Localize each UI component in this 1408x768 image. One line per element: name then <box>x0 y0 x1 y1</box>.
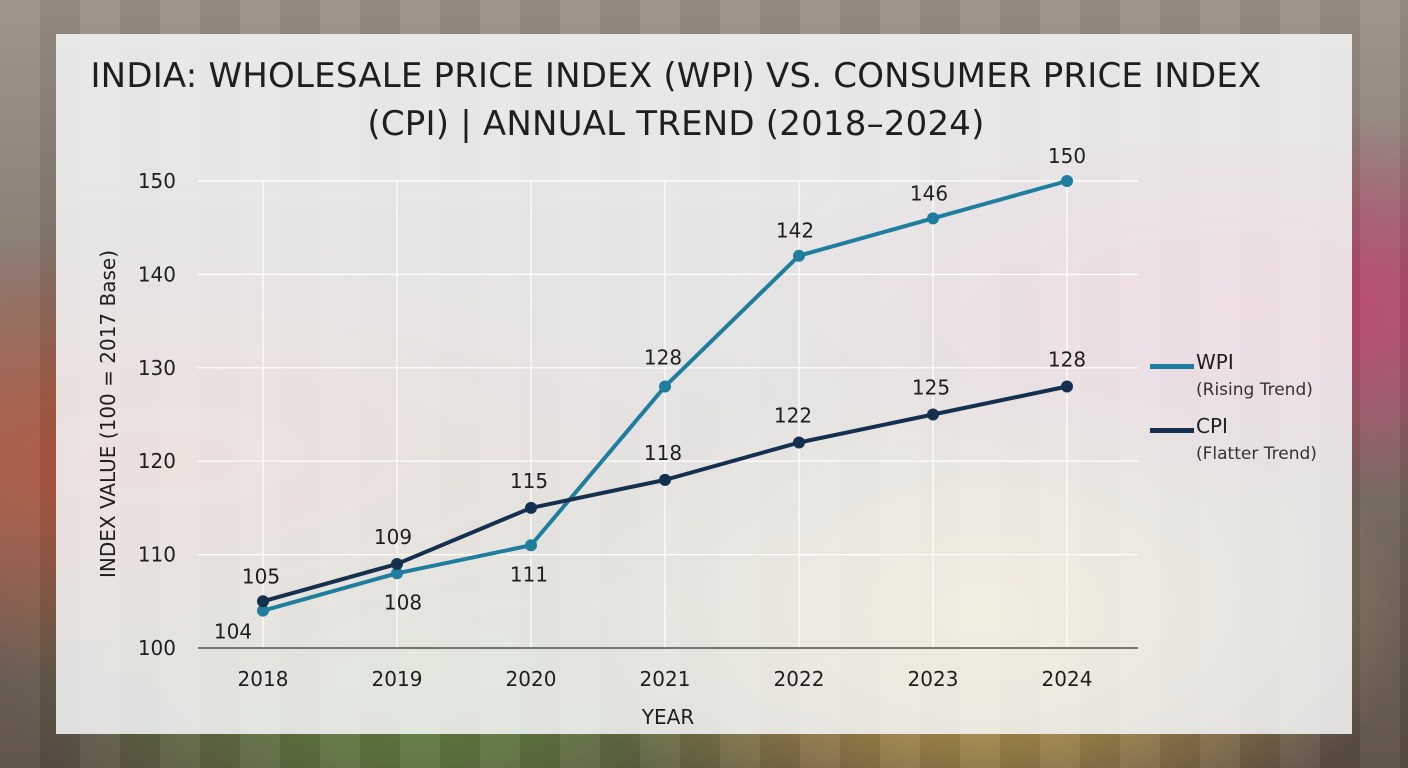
wpi-label-2018: 104 <box>214 620 252 644</box>
cpi-label-2023: 125 <box>912 376 950 400</box>
wpi-point-2019 <box>391 567 403 580</box>
y-tick-150: 150 <box>138 169 176 193</box>
legend-note-wpi: (Rising Trend) <box>1196 380 1313 400</box>
wpi-label-2023: 146 <box>910 181 948 205</box>
x-tick-2018: 2018 <box>238 667 289 691</box>
x-tick-2020: 2020 <box>506 667 557 691</box>
wpi-label-2022: 142 <box>776 219 814 243</box>
y-tick-100: 100 <box>138 636 176 660</box>
wpi-point-2024 <box>1061 175 1073 187</box>
y-tick-110: 110 <box>138 543 176 567</box>
x-axis-label: YEAR <box>641 705 695 729</box>
cpi-point-2018 <box>257 595 269 608</box>
y-tick-140: 140 <box>138 262 176 286</box>
cpi-point-2023 <box>927 408 939 421</box>
legend-swatch-wpi <box>1150 364 1194 369</box>
cpi-point-2021 <box>659 473 671 486</box>
cpi-label-2022: 122 <box>774 404 812 428</box>
wpi-label-2021: 128 <box>644 345 682 369</box>
cpi-label-2020: 115 <box>510 469 548 493</box>
chart-panel <box>56 34 1352 734</box>
wpi-label-2020: 111 <box>510 562 548 586</box>
wpi-point-2020 <box>525 539 537 552</box>
legend-swatch-cpi <box>1150 428 1194 433</box>
x-tick-2019: 2019 <box>372 667 423 691</box>
wpi-point-2021 <box>659 380 671 393</box>
legend-label-cpi: CPI <box>1196 414 1228 438</box>
y-axis-label: INDEX VALUE (100 = 2017 Base) <box>96 250 120 578</box>
wpi-label-2024: 150 <box>1048 144 1086 168</box>
wpi-point-2023 <box>927 212 939 225</box>
wpi-label-2019: 108 <box>384 590 422 614</box>
y-tick-130: 130 <box>138 356 176 380</box>
cpi-point-2019 <box>391 557 403 570</box>
cpi-label-2021: 118 <box>644 441 682 465</box>
wpi-point-2022 <box>793 249 805 262</box>
legend-label-wpi: WPI <box>1196 350 1234 374</box>
legend-item-wpi: WPI (Rising Trend) <box>1150 350 1350 414</box>
cpi-label-2018: 105 <box>242 564 280 588</box>
x-tick-2021: 2021 <box>640 667 691 691</box>
cpi-point-2020 <box>525 501 537 514</box>
chart-title: INDIA: WHOLESALE PRICE INDEX (WPI) VS. C… <box>90 56 1262 144</box>
legend-note-cpi: (Flatter Trend) <box>1196 444 1317 464</box>
x-tick-labels: 2018 2019 2020 2021 2022 2023 2024 <box>238 667 1093 691</box>
cpi-point-2024 <box>1061 380 1073 393</box>
grid-lines <box>198 180 1138 648</box>
legend-item-cpi: CPI (Flatter Trend) <box>1150 414 1350 478</box>
x-tick-2024: 2024 <box>1042 667 1093 691</box>
cpi-label-2019: 109 <box>374 525 412 549</box>
y-tick-120: 120 <box>138 449 176 473</box>
cpi-label-2024: 128 <box>1048 347 1086 371</box>
x-tick-2023: 2023 <box>908 667 959 691</box>
legend: WPI (Rising Trend) CPI (Flatter Trend) <box>1150 350 1350 478</box>
cpi-point-2022 <box>793 436 805 449</box>
wpi-point-2018 <box>257 604 269 617</box>
y-tick-labels: 100 110 120 130 140 150 <box>138 169 176 660</box>
x-tick-2022: 2022 <box>774 667 825 691</box>
series-group: 104 108 111 128 142 146 150 105 109 115 118 122 125 1… <box>214 144 1086 644</box>
